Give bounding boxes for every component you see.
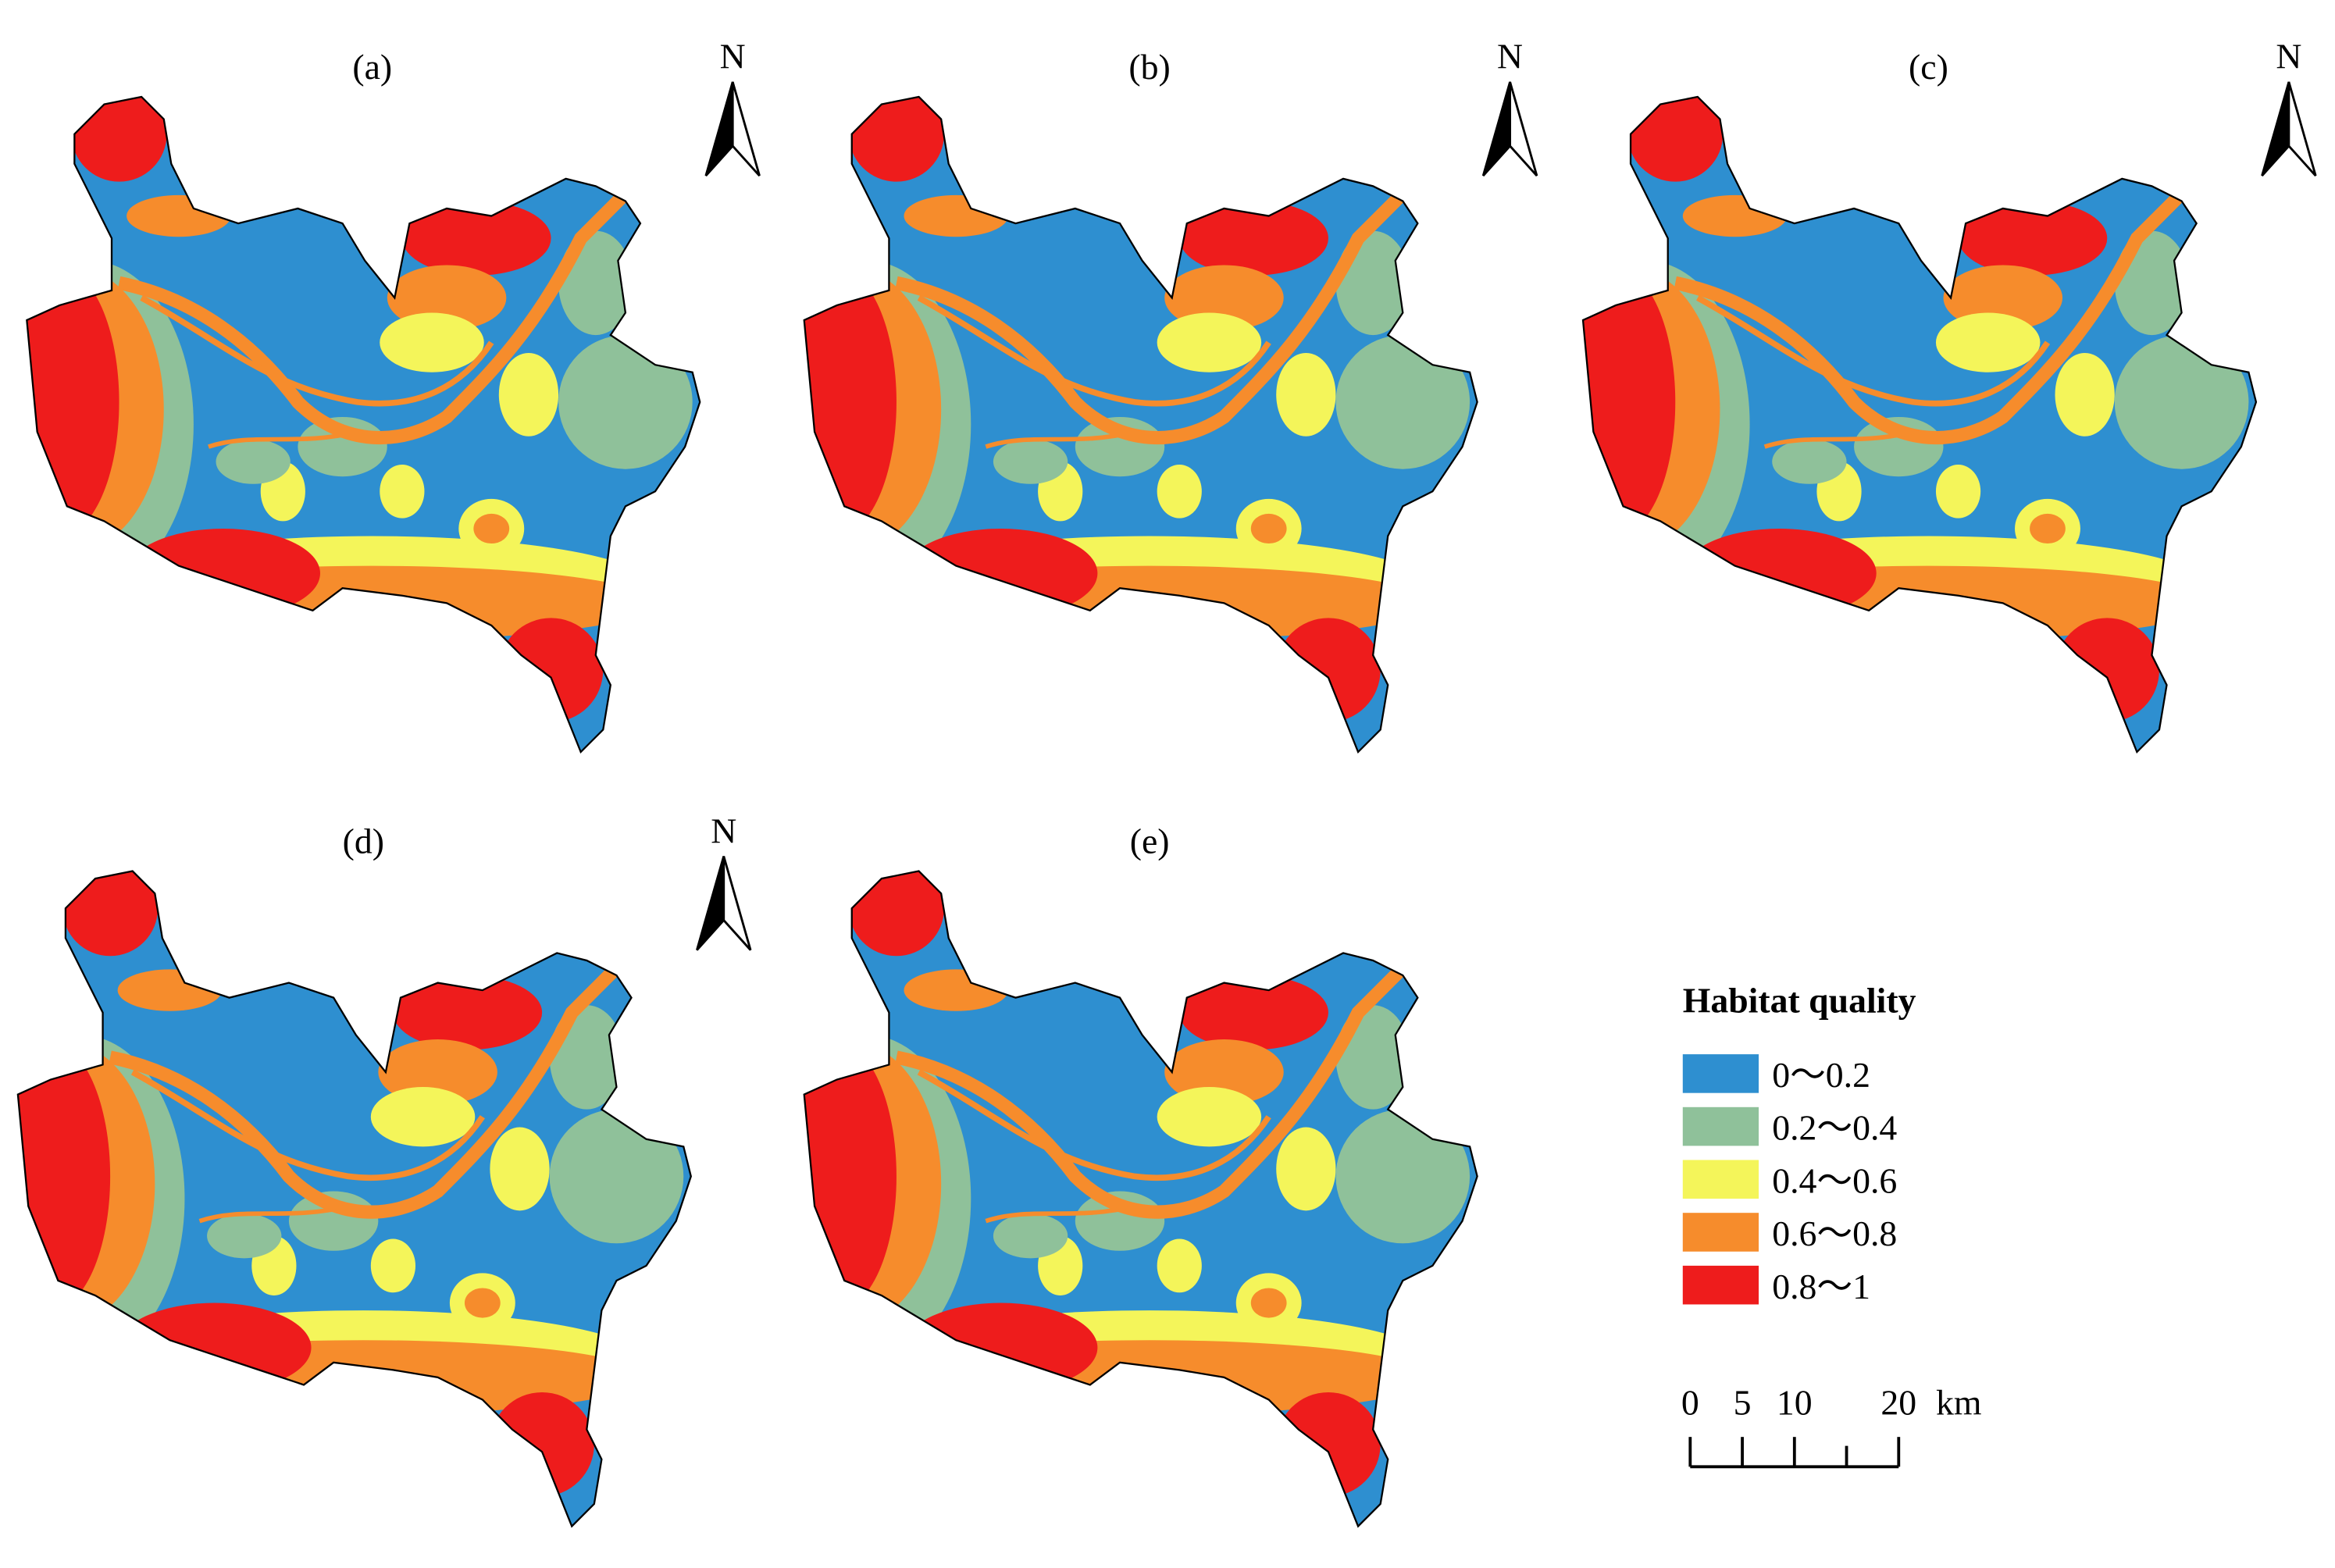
map-panel: (b) N <box>762 0 1538 775</box>
north-label: N <box>711 811 736 850</box>
north-arrow <box>1481 81 1512 176</box>
map-panel: (d) N <box>0 775 752 1549</box>
panel-label: (c) <box>1909 47 1948 87</box>
scale-label: 20 <box>1880 1383 1916 1423</box>
legend-swatch <box>1682 1265 1759 1305</box>
scale-label: 0 <box>1681 1383 1699 1423</box>
legend-swatch <box>1682 1160 1759 1199</box>
north-arrow <box>2261 81 2290 176</box>
legend-label: 0.6～0.8 <box>1772 1213 1897 1253</box>
panel-label: (b) <box>1128 47 1170 87</box>
legend-swatch <box>1682 1107 1759 1146</box>
map <box>762 0 1522 775</box>
map <box>0 0 744 775</box>
scale-label: 10 <box>1777 1383 1813 1423</box>
scale-label: 5 <box>1734 1383 1752 1423</box>
north-label: N <box>720 37 746 77</box>
legend: Habitat quality 0～0.2 0.2～0.4 0.4～0.6 0.6～0… <box>1682 981 1916 1306</box>
legend-swatch <box>1682 1054 1759 1093</box>
legend-label: 0～0.2 <box>1772 1055 1870 1095</box>
map <box>1542 0 2301 775</box>
legend-label: 0.2～0.4 <box>1772 1108 1897 1148</box>
map <box>762 775 1522 1549</box>
map-panel: (c) N <box>1542 0 2317 775</box>
north-arrow <box>1509 81 1538 176</box>
north-arrow <box>731 81 761 176</box>
scale-bar: km 0 5 10 20 <box>1681 1383 1981 1469</box>
north-label: N <box>1497 37 1523 77</box>
legend-swatch <box>1682 1213 1759 1252</box>
panel-label: (d) <box>343 821 384 861</box>
map-panel: (a) N <box>0 0 761 775</box>
map <box>0 775 736 1549</box>
legend-label: 0.4～0.6 <box>1772 1160 1897 1200</box>
north-label: N <box>2276 37 2301 77</box>
north-arrow <box>722 856 752 951</box>
legend-title: Habitat quality <box>1683 981 1916 1021</box>
north-arrow <box>704 81 734 176</box>
panel-label: (a) <box>352 47 392 87</box>
scale-unit: km <box>1936 1383 1981 1423</box>
legend-items: 0～0.2 0.2～0.4 0.4～0.6 0.6～0.8 0.8～1 <box>1682 1054 1897 1306</box>
north-arrow <box>2287 81 2317 176</box>
map-panel: (e) <box>762 775 1522 1549</box>
north-arrow <box>696 856 725 951</box>
legend-label: 0.8～1 <box>1772 1267 1870 1306</box>
panel-label: (e) <box>1130 821 1170 861</box>
